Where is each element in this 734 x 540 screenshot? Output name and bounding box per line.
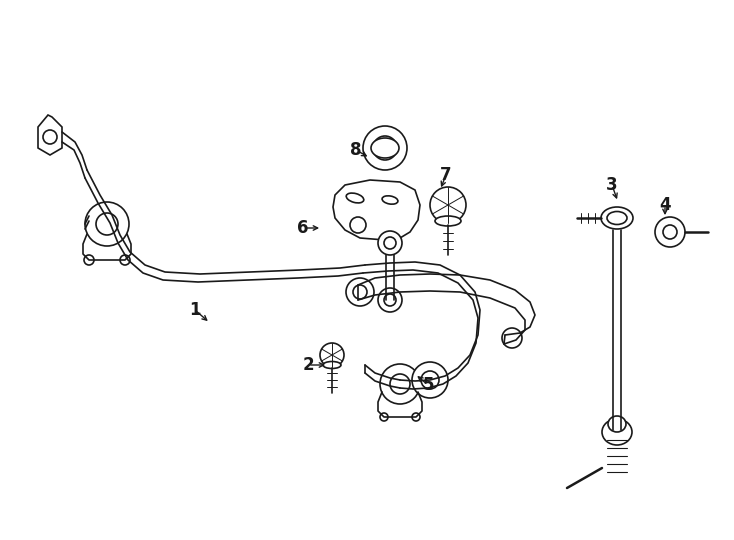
- Circle shape: [353, 285, 367, 299]
- Circle shape: [380, 364, 420, 404]
- Circle shape: [363, 126, 407, 170]
- Ellipse shape: [601, 207, 633, 229]
- Ellipse shape: [608, 416, 626, 432]
- Polygon shape: [38, 115, 62, 155]
- Text: 7: 7: [440, 166, 452, 184]
- Circle shape: [378, 231, 402, 255]
- Circle shape: [655, 217, 685, 247]
- Ellipse shape: [607, 212, 627, 225]
- Circle shape: [43, 130, 57, 144]
- Ellipse shape: [371, 138, 399, 158]
- Circle shape: [346, 278, 374, 306]
- Text: 8: 8: [350, 141, 362, 159]
- Polygon shape: [333, 180, 420, 240]
- Text: 1: 1: [189, 301, 201, 319]
- Ellipse shape: [382, 196, 398, 204]
- Circle shape: [430, 187, 466, 223]
- Circle shape: [663, 225, 677, 239]
- Circle shape: [320, 343, 344, 367]
- Ellipse shape: [323, 361, 341, 368]
- Text: 2: 2: [302, 356, 314, 374]
- Ellipse shape: [435, 216, 461, 226]
- Circle shape: [384, 237, 396, 249]
- Circle shape: [84, 255, 94, 265]
- Circle shape: [390, 374, 410, 394]
- Text: 5: 5: [422, 376, 434, 394]
- Circle shape: [380, 413, 388, 421]
- Circle shape: [85, 202, 129, 246]
- Text: 3: 3: [606, 176, 618, 194]
- Circle shape: [421, 371, 439, 389]
- Circle shape: [502, 328, 522, 348]
- Circle shape: [373, 136, 397, 160]
- Circle shape: [412, 362, 448, 398]
- Circle shape: [384, 294, 396, 306]
- Circle shape: [412, 413, 420, 421]
- Circle shape: [378, 288, 402, 312]
- Circle shape: [120, 255, 130, 265]
- Ellipse shape: [346, 193, 364, 203]
- Text: 4: 4: [659, 196, 671, 214]
- Ellipse shape: [602, 419, 632, 445]
- Circle shape: [350, 217, 366, 233]
- Text: 6: 6: [297, 219, 309, 237]
- Circle shape: [96, 213, 118, 235]
